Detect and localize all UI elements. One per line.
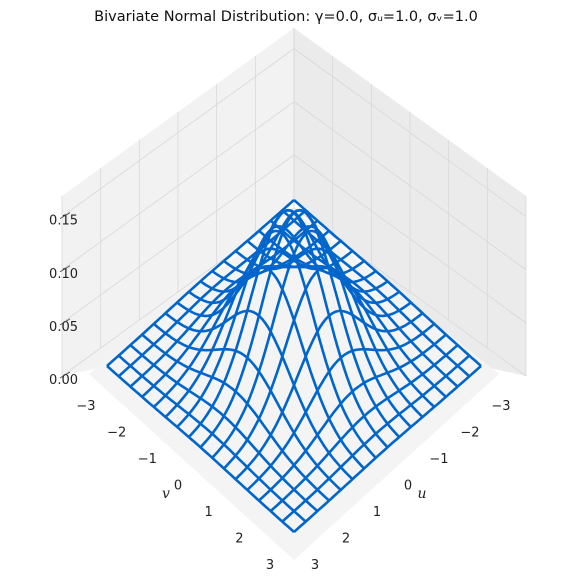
v-tick-label: 1 <box>205 505 213 520</box>
wire-line-u <box>222 266 412 470</box>
wire-line-u <box>293 365 482 533</box>
z-gridline <box>61 101 295 271</box>
v-axis-label: v <box>162 486 170 502</box>
wire-line-v <box>199 209 389 449</box>
z-tick-label: 0.15 <box>49 214 78 229</box>
wire-line-v <box>176 266 366 470</box>
z-gridline <box>293 207 527 377</box>
chart-title: Bivariate Normal Distribution: γ=0.0, σᵤ… <box>94 9 478 25</box>
wire-line-v <box>164 309 354 481</box>
z-tick-mark <box>59 371 71 379</box>
z-gridline <box>61 48 295 217</box>
wire-line-u <box>234 309 424 481</box>
z-tick-mark <box>59 212 71 219</box>
wire-line-u <box>246 322 436 491</box>
u-tick-label: 1 <box>373 505 381 520</box>
z-gridline <box>293 48 527 217</box>
z-tick-mark <box>59 318 71 326</box>
u-tick-label: 2 <box>342 532 350 547</box>
wire-line-u <box>211 229 400 459</box>
wire-line-v <box>106 365 295 533</box>
u-tick-label: −2 <box>460 426 479 441</box>
u-tick-label: −3 <box>491 399 510 414</box>
wire-line-v <box>117 354 307 523</box>
u-tick-label: −1 <box>429 452 448 467</box>
wire-line-v <box>141 333 330 502</box>
v-tick-label: −3 <box>76 399 95 414</box>
pane-gridlines <box>61 28 527 377</box>
z-tick-label: 0.00 <box>49 373 78 388</box>
wire-line-u <box>269 344 459 513</box>
u-tick-label: 3 <box>311 558 319 573</box>
z-tick-mark <box>59 265 71 273</box>
v-tick-label: 3 <box>266 558 274 573</box>
z-tick-label: 0.10 <box>49 267 78 282</box>
u-tick-label: 0 <box>404 479 412 494</box>
wire-line-u <box>258 333 447 502</box>
z-tick-label: 0.05 <box>49 320 78 335</box>
z-gridline <box>61 154 295 324</box>
v-tick-label: −2 <box>107 426 126 441</box>
wire-line-v <box>129 344 319 513</box>
z-gridline <box>293 101 527 271</box>
v-tick-label: −1 <box>138 452 157 467</box>
axis-ticks: 0.00 0.05 0.10 0.15 −3 −2 −1 0 1 2 3 −3 −2 −1 0 1 2 3 v u <box>49 212 511 573</box>
wire-line-u <box>281 354 471 523</box>
z-gridline <box>293 154 527 324</box>
surface-wireframe <box>106 199 482 533</box>
u-axis-label: u <box>417 486 426 502</box>
wire-line-v <box>188 229 377 459</box>
v-tick-label: 2 <box>235 532 243 547</box>
wire-line-v <box>152 322 342 491</box>
z-gridline <box>61 207 295 377</box>
v-tick-label: 0 <box>174 479 182 494</box>
